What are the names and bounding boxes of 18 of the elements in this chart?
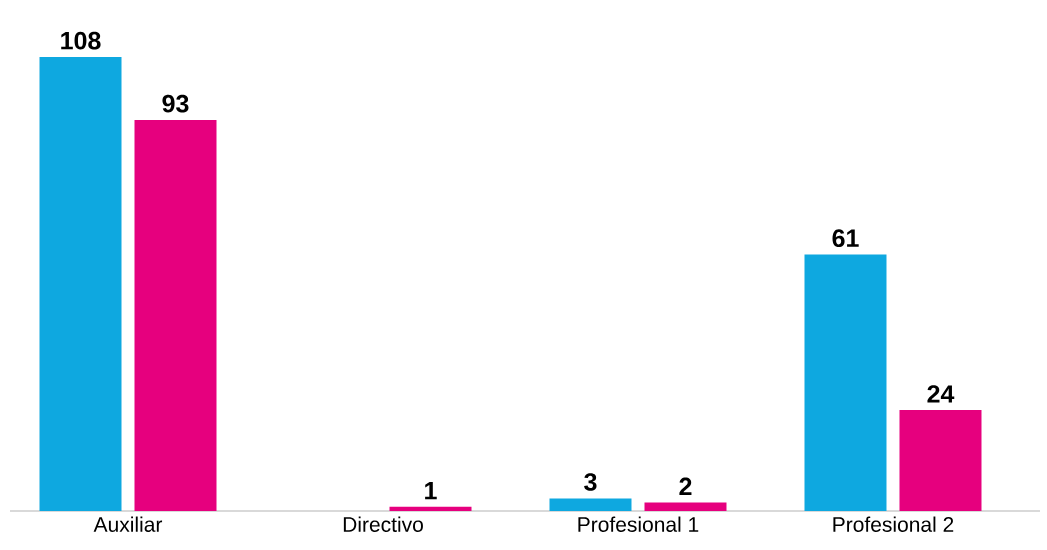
x-tick-label: Profesional 2 — [833, 516, 954, 532]
bar — [134, 120, 217, 511]
data-label: 2 — [679, 477, 692, 496]
data-label: 93 — [162, 94, 189, 113]
bar — [899, 410, 982, 511]
data-label: 1 — [425, 482, 437, 500]
bar — [804, 254, 887, 511]
bar — [549, 498, 632, 511]
data-label: 61 — [832, 229, 859, 248]
x-tick-label: Profesional 1 — [578, 516, 699, 532]
bar — [389, 506, 472, 511]
x-tick-label: Auxiliar — [93, 516, 163, 532]
bar — [39, 57, 122, 511]
bar — [644, 502, 727, 511]
data-label: 3 — [584, 473, 597, 491]
data-label: 108 — [61, 31, 101, 50]
data-label: 24 — [927, 385, 955, 403]
x-tick-label: Directivo — [343, 516, 423, 532]
